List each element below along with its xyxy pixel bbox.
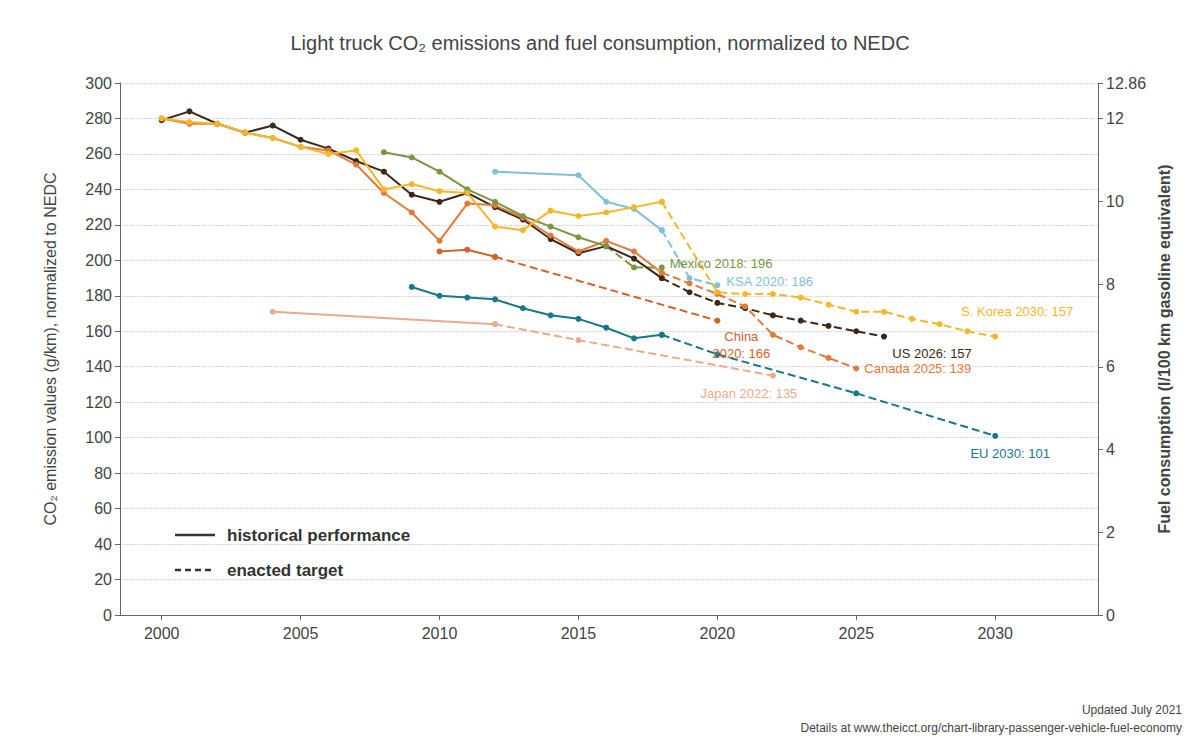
svg-text:2030: 2030 [977,625,1013,642]
svg-text:4: 4 [1106,441,1115,458]
svg-text:Details at www.theicct.org/cha: Details at www.theicct.org/chart-library… [801,721,1182,735]
svg-text:6: 6 [1106,358,1115,375]
svg-text:260: 260 [85,145,112,162]
svg-text:40: 40 [94,536,112,553]
svg-text:Mexico 2018: 196: Mexico 2018: 196 [670,256,773,271]
svg-text:2025: 2025 [838,625,874,642]
svg-text:2015: 2015 [561,625,597,642]
svg-text:CO₂ emission values (g/km), no: CO₂ emission values (g/km), normalized t… [42,173,59,526]
svg-text:220: 220 [85,216,112,233]
svg-text:140: 140 [85,358,112,375]
svg-text:2010: 2010 [422,625,458,642]
svg-text:8: 8 [1106,276,1115,293]
svg-text:enacted target: enacted target [227,561,344,580]
svg-text:200: 200 [85,252,112,269]
svg-text:2005: 2005 [283,625,319,642]
svg-text:280: 280 [85,110,112,127]
svg-text:0: 0 [103,607,112,624]
svg-text:2020: 166: 2020: 166 [712,346,770,361]
svg-text:120: 120 [85,394,112,411]
svg-text:60: 60 [94,500,112,517]
svg-text:240: 240 [85,181,112,198]
svg-text:0: 0 [1106,607,1115,624]
svg-text:Light truck CO₂ emissions and: Light truck CO₂ emissions and fuel consu… [290,32,909,54]
svg-text:US 2026: 157: US 2026: 157 [892,346,972,361]
svg-text:180: 180 [85,287,112,304]
svg-text:Updated July 2021: Updated July 2021 [1082,703,1182,717]
svg-text:Fuel consumption (l/100 km gas: Fuel consumption (l/100 km gasoline equi… [1156,165,1173,534]
svg-text:EU 2030: 101: EU 2030: 101 [970,446,1050,461]
svg-text:20: 20 [94,571,112,588]
svg-text:China: China [724,329,759,344]
svg-text:KSA 2020: 186: KSA 2020: 186 [726,274,813,289]
svg-text:300: 300 [85,75,112,92]
svg-text:Canada 2025: 139: Canada 2025: 139 [864,361,971,376]
svg-text:160: 160 [85,323,112,340]
svg-text:2: 2 [1106,524,1115,541]
svg-text:80: 80 [94,465,112,482]
svg-text:12: 12 [1106,110,1124,127]
svg-text:2000: 2000 [144,625,180,642]
svg-text:S. Korea 2030: 157: S. Korea 2030: 157 [961,304,1073,319]
svg-text:12.86: 12.86 [1106,75,1146,92]
svg-text:Japan 2022: 135: Japan 2022: 135 [700,386,797,401]
svg-text:100: 100 [85,429,112,446]
svg-text:10: 10 [1106,193,1124,210]
svg-text:historical performance: historical performance [227,526,410,545]
svg-text:2020: 2020 [700,625,736,642]
